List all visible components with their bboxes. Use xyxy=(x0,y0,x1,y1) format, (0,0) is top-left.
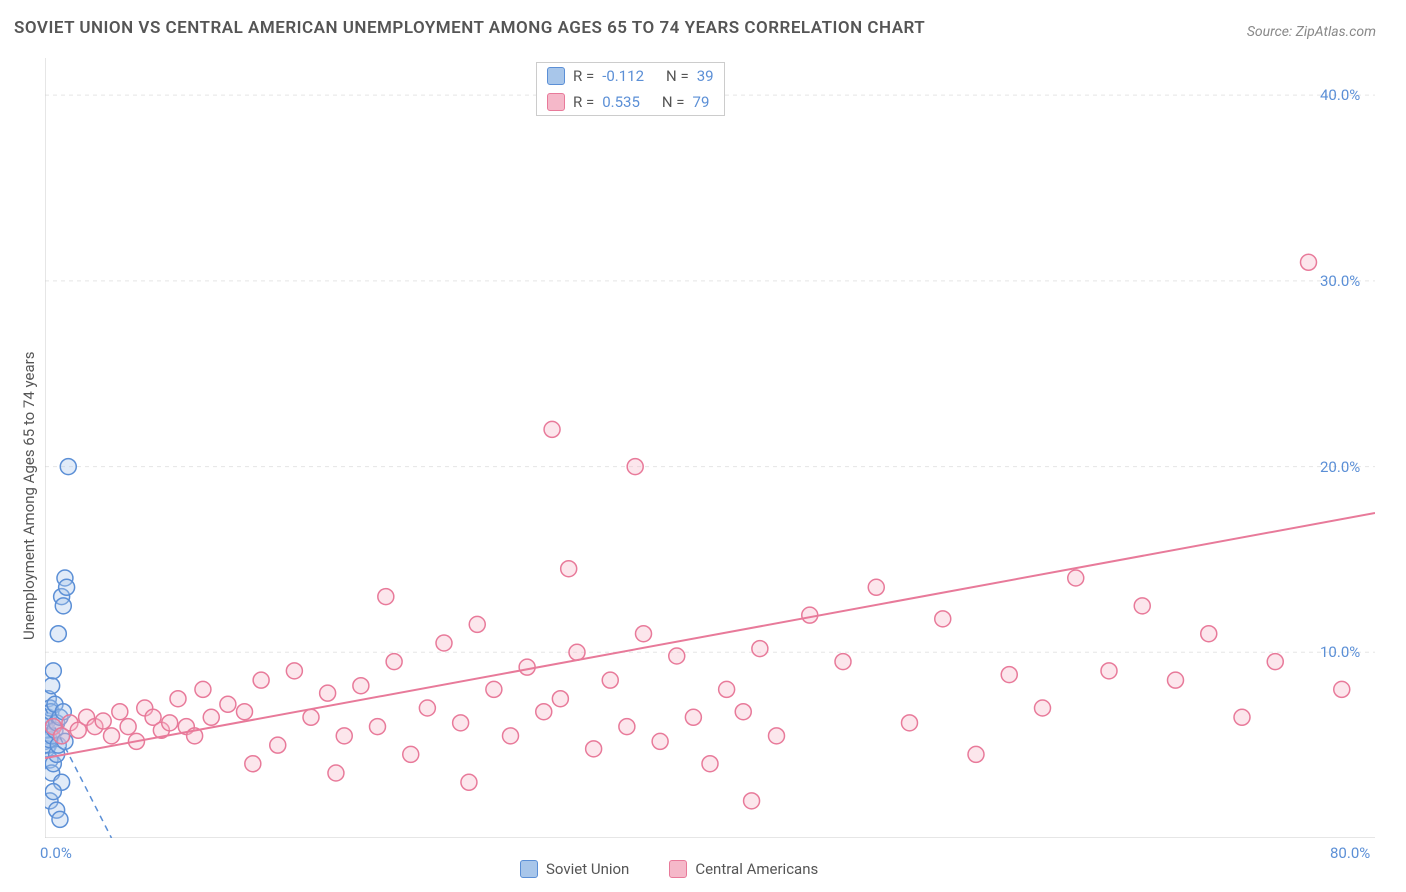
scatter-chart xyxy=(45,58,1375,838)
correlation-legend: R =-0.112N =39R =0.535N =79 xyxy=(536,62,725,116)
chart-title: SOVIET UNION VS CENTRAL AMERICAN UNEMPLO… xyxy=(14,18,925,38)
y-axis-label: Unemployment Among Ages 65 to 74 years xyxy=(20,352,38,640)
legend-r-label: R = xyxy=(573,93,594,111)
legend-r-value: -0.112 xyxy=(602,67,644,85)
source-label: Source: ZipAtlas.com xyxy=(1247,24,1376,40)
series-legend-label: Soviet Union xyxy=(546,860,629,878)
legend-n-value: 79 xyxy=(693,93,710,111)
legend-r-label: R = xyxy=(573,67,594,85)
legend-row: R = -0.112 N = 39 xyxy=(537,63,724,89)
x-tick-label: 80.0% xyxy=(1330,844,1370,862)
legend-n-label: N = xyxy=(666,67,689,85)
series-legend-item: Soviet Union xyxy=(520,860,629,878)
y-tick-label: 10.0% xyxy=(1320,643,1360,661)
legend-row: R = 0.535 N = 79 xyxy=(537,89,724,115)
legend-swatch xyxy=(669,860,687,878)
legend-swatch xyxy=(520,860,538,878)
legend-swatch xyxy=(547,67,565,85)
legend-n-label: N = xyxy=(662,93,685,111)
series-legend-item: Central Americans xyxy=(669,860,818,878)
y-tick-label: 40.0% xyxy=(1320,86,1360,104)
y-tick-label: 30.0% xyxy=(1320,272,1360,290)
series-legend-label: Central Americans xyxy=(695,860,818,878)
legend-swatch xyxy=(547,93,565,111)
x-tick-label: 0.0% xyxy=(40,844,72,862)
y-tick-label: 20.0% xyxy=(1320,458,1360,476)
legend-r-value: 0.535 xyxy=(602,93,640,111)
series-legend: Soviet Union Central Americans xyxy=(520,860,818,878)
legend-n-value: 39 xyxy=(697,67,714,85)
